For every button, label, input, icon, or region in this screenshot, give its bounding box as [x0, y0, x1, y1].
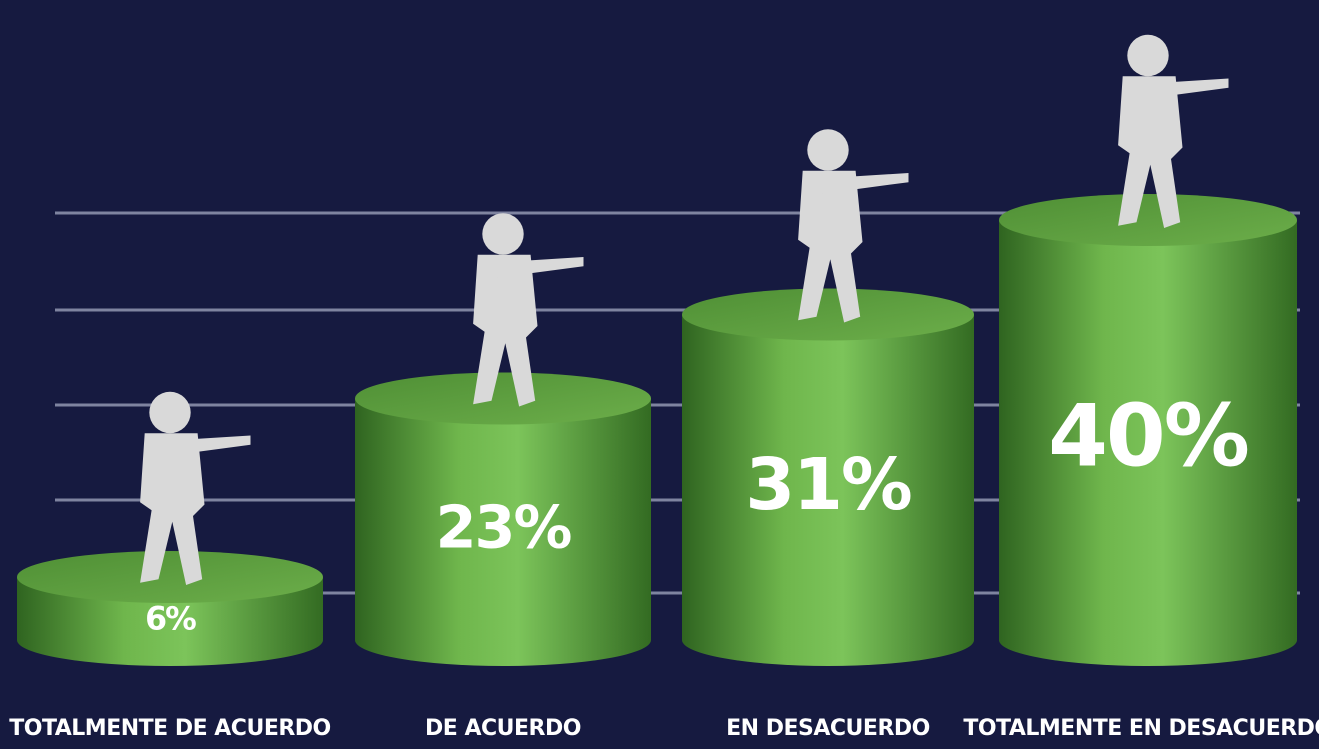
soldier-head	[1127, 34, 1169, 77]
soldier-body	[473, 254, 538, 407]
soldier-rifle	[816, 173, 909, 194]
soldier-rifle	[1136, 78, 1229, 100]
category-label: TOTALMENTE EN DESACUERDO	[963, 716, 1319, 741]
cylinder	[682, 314, 974, 666]
cylinder	[999, 220, 1297, 666]
soldier-body	[1118, 76, 1183, 228]
cylinder-top	[682, 288, 974, 341]
value-label: 31%	[745, 443, 911, 526]
bars: 6% TOTALMENTE DE ACUERDO 23% DE ACUERDO 31% E…	[9, 34, 1319, 741]
category-label: DE ACUERDO	[425, 716, 581, 741]
soldier-silhouette	[798, 129, 909, 323]
value-label: 23%	[436, 492, 572, 561]
soldier-body	[140, 433, 205, 585]
soldier-head	[807, 129, 849, 171]
value-label: 6%	[145, 602, 196, 638]
soldier-rifle	[491, 257, 584, 278]
cylinder-top	[355, 372, 651, 425]
category-label: EN DESACUERDO	[726, 716, 930, 741]
soldier-head	[149, 391, 191, 434]
cylinder-top	[999, 194, 1297, 246]
value-label: 40%	[1048, 386, 1248, 486]
soldier-silhouette	[473, 213, 584, 407]
soldier-head	[482, 213, 524, 255]
soldier-silhouette	[140, 391, 251, 585]
cylinder	[355, 398, 651, 666]
soldier-rifle	[158, 435, 251, 457]
cylinder-top	[17, 551, 323, 603]
category-label: TOTALMENTE DE ACUERDO	[9, 716, 331, 741]
soldier-body	[798, 170, 863, 323]
soldier-silhouette	[1118, 34, 1229, 228]
